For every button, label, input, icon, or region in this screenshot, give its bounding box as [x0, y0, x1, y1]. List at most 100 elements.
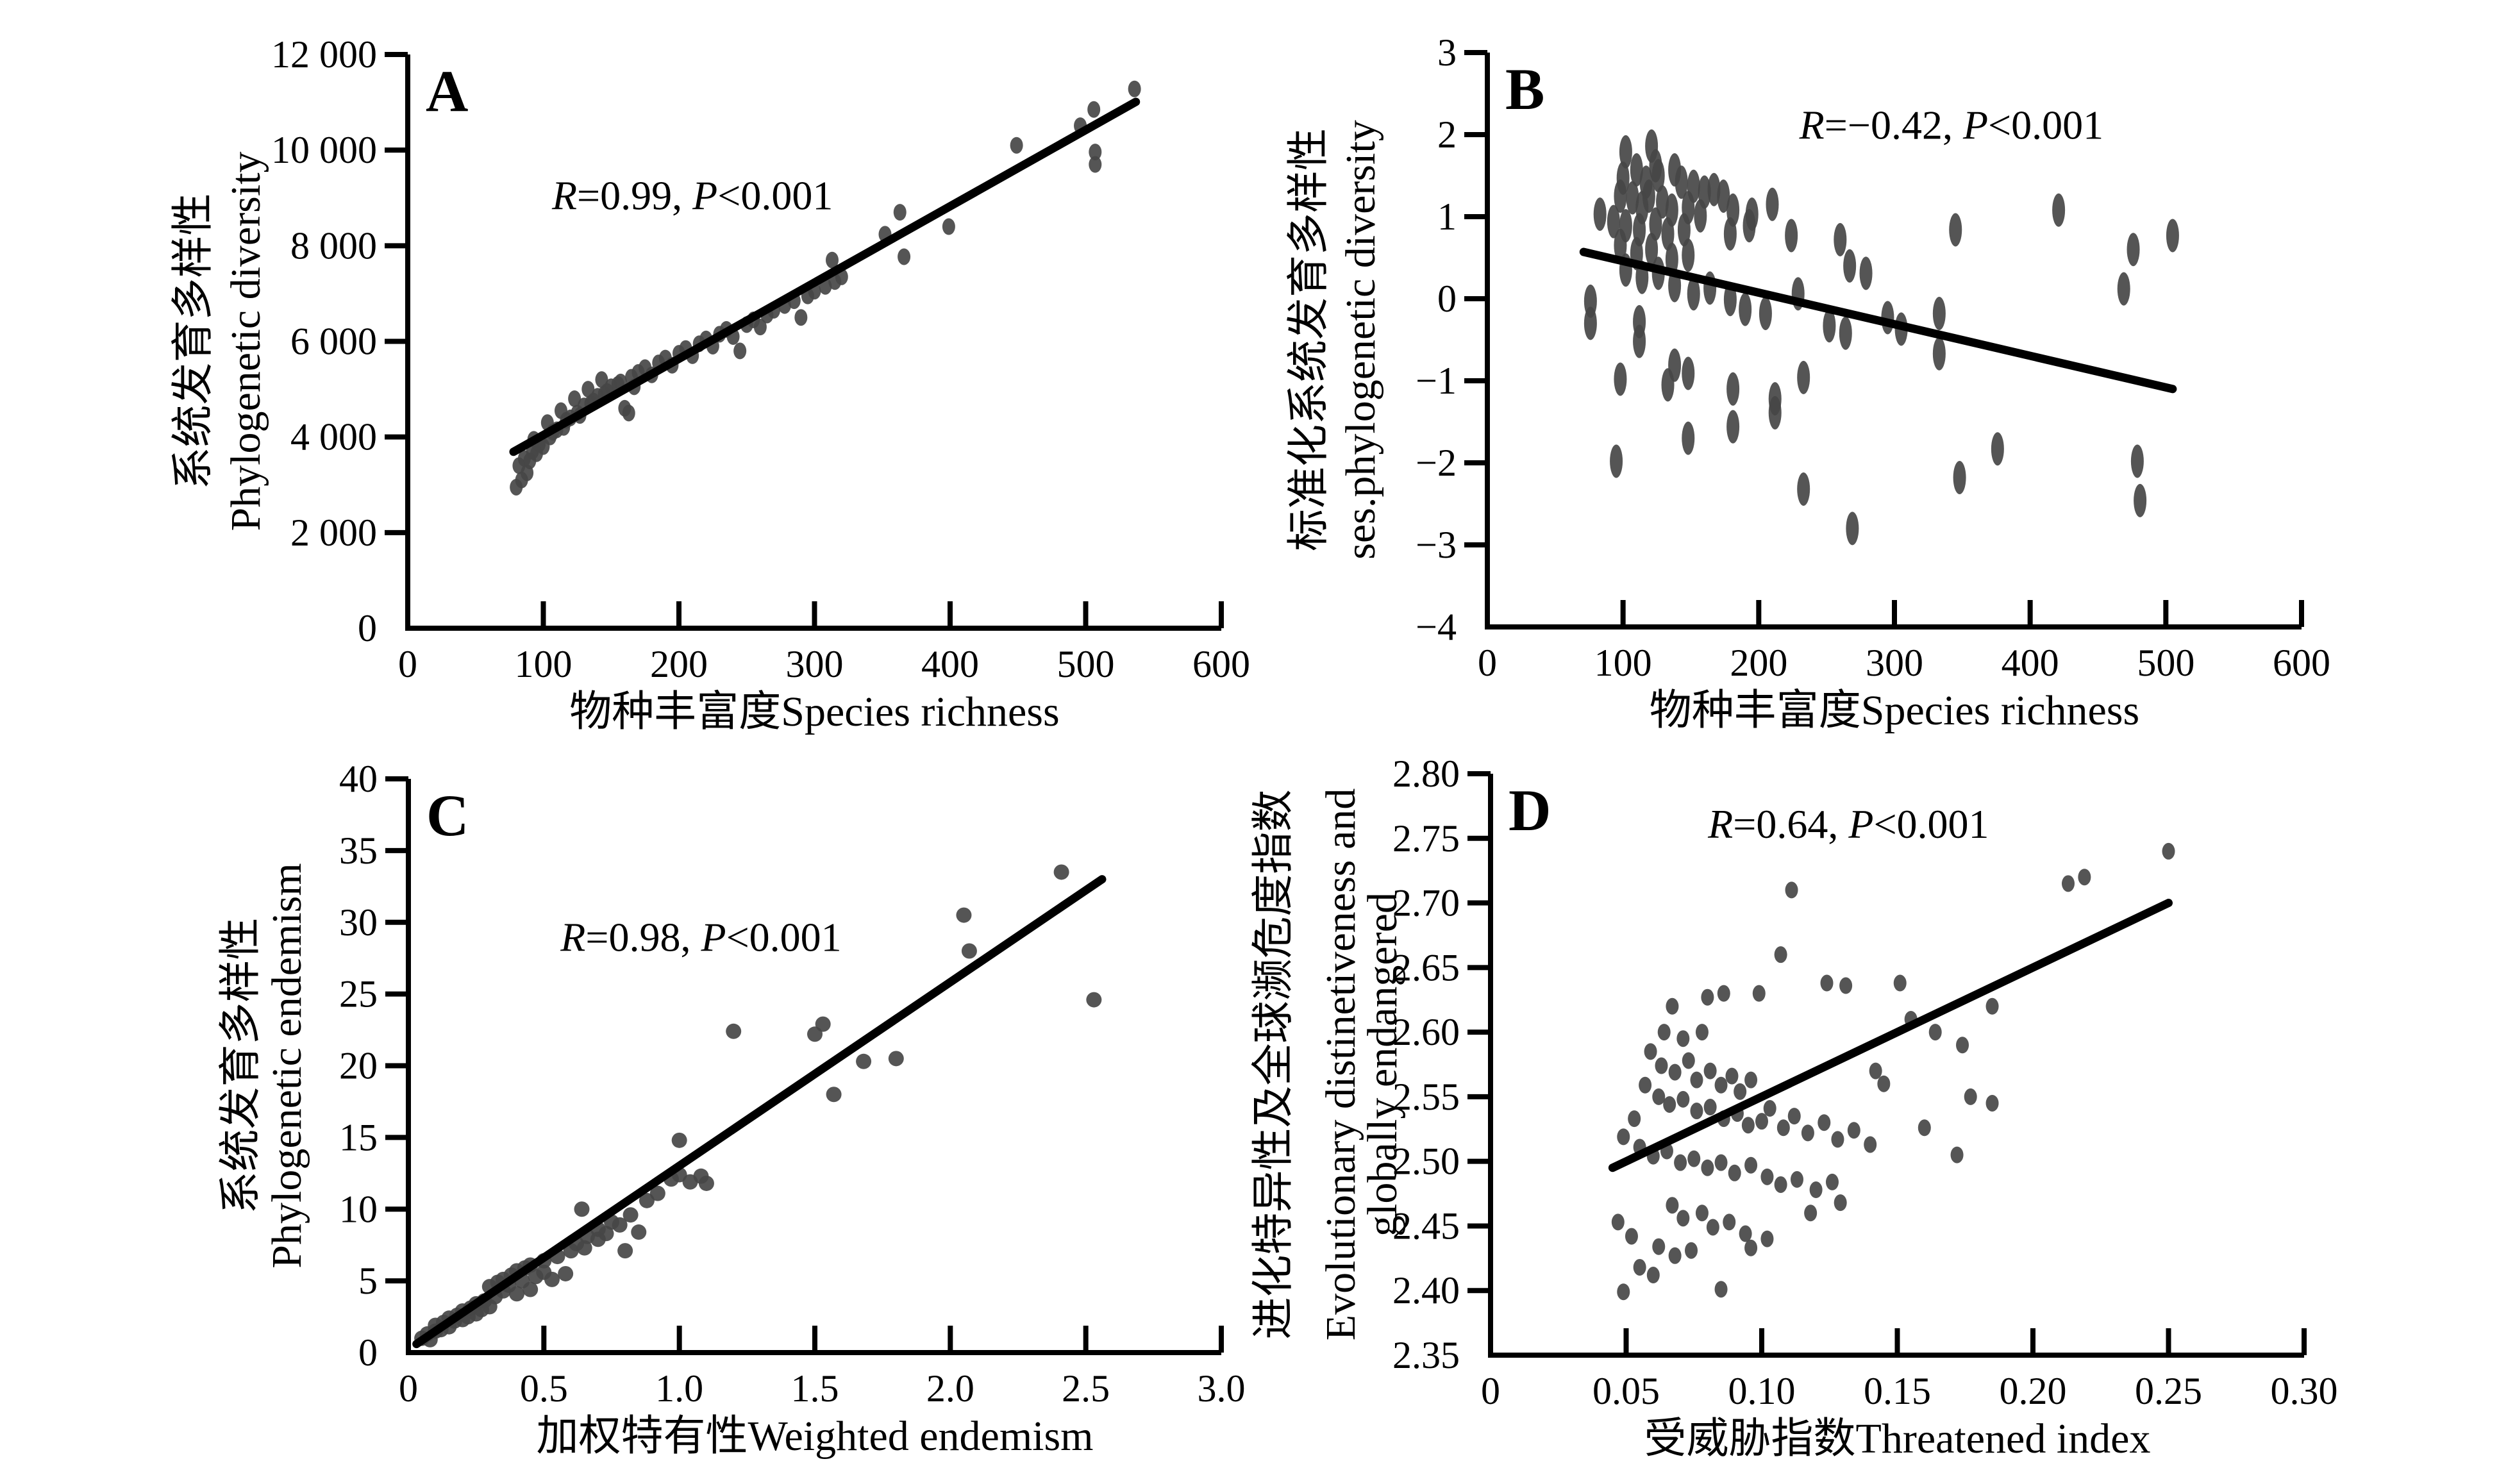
- data-point: [1893, 974, 1907, 992]
- data-point: [1655, 1057, 1668, 1074]
- x-tick-label: 100: [1594, 642, 1652, 684]
- data-point: [961, 943, 977, 959]
- y-axis-label: ses.phylogenetic diversity: [1337, 120, 1384, 560]
- panel-A: 0 2 000 4 000 6 000 8 000 10 000 12 000 0 100 200…: [170, 33, 1250, 735]
- x-tick-label: 400: [2002, 642, 2059, 684]
- data-point: [753, 319, 767, 336]
- trend-line: [509, 97, 1141, 456]
- data-point: [1617, 1283, 1630, 1301]
- data-point: [1804, 1205, 1818, 1222]
- data-point: [888, 1051, 904, 1067]
- correlation-annotation: R=0.99, P<0.001: [551, 173, 833, 219]
- data-point: [1706, 1219, 1719, 1236]
- data-point: [1685, 1242, 1698, 1259]
- x-tick-label: 0.10: [1728, 1370, 1796, 1412]
- data-point: [1628, 1110, 1641, 1128]
- data-point: [1666, 997, 1679, 1015]
- data-point: [1645, 233, 1659, 267]
- data-point: [1652, 1238, 1666, 1255]
- panel-letter: C: [426, 783, 469, 848]
- y-tick-label: 35: [339, 830, 378, 872]
- data-point: [1087, 101, 1101, 118]
- data-point: [1633, 324, 1646, 358]
- data-point: [1953, 461, 1966, 495]
- data-point: [1614, 228, 1627, 262]
- data-point: [623, 1207, 639, 1223]
- data-point: [2117, 272, 2130, 306]
- correlation-annotation: R=0.98, P<0.001: [560, 915, 841, 960]
- y-tick-label: 30: [339, 901, 378, 944]
- y-tick-label: 6 000: [290, 321, 377, 363]
- data-point: [1714, 1154, 1728, 1171]
- data-point: [1687, 1150, 1701, 1167]
- data-point: [1723, 1213, 1736, 1231]
- data-point: [544, 1271, 560, 1287]
- data-point: [1611, 1213, 1625, 1231]
- correlation-annotation: R=0.64, P<0.001: [1707, 801, 1989, 847]
- data-point: [617, 1243, 633, 1259]
- data-point: [1846, 512, 1859, 546]
- y-axis-label: 系统发育多样性: [170, 194, 217, 490]
- data-point: [1760, 1168, 1774, 1185]
- data-point: [1614, 362, 1627, 396]
- data-point: [1834, 1194, 1847, 1212]
- data-point: [1743, 209, 1756, 243]
- y-tick-label: 2.80: [1392, 753, 1460, 795]
- data-point: [1676, 1030, 1690, 1047]
- data-point: [1652, 1088, 1666, 1105]
- data-point: [1843, 249, 1857, 283]
- x-tick-label: 1.5: [791, 1367, 839, 1410]
- data-point: [509, 1286, 525, 1302]
- data-point: [1675, 165, 1688, 199]
- data-point: [1785, 881, 1798, 899]
- y-axis-label: Evolutionary distinetiveness and: [1317, 788, 1364, 1341]
- data-point: [1831, 1131, 1844, 1148]
- data-point: [1694, 199, 1707, 233]
- x-tick-label: 600: [1192, 643, 1250, 685]
- y-tick-label: 5: [358, 1260, 378, 1302]
- data-point: [1847, 1122, 1860, 1139]
- x-axis-label: 加权特有性Weighted endemism: [536, 1413, 1093, 1460]
- data-point: [1985, 1094, 1999, 1112]
- y-tick-label: 3: [1437, 31, 1457, 74]
- y-tick-label: 1: [1437, 196, 1457, 238]
- data-point: [1956, 1037, 1969, 1054]
- data-point: [1128, 80, 1141, 97]
- data-point: [1949, 213, 1962, 247]
- data-point: [1950, 1146, 1964, 1163]
- panel-letter: D: [1509, 778, 1551, 843]
- y-tick-label: 40: [339, 758, 378, 800]
- data-point: [1701, 988, 1714, 1006]
- data-point: [1734, 1083, 1747, 1100]
- y-tick-label: 0: [358, 607, 377, 649]
- data-point: [698, 1175, 714, 1191]
- data-point: [2130, 444, 2144, 478]
- y-axis-label: 标准化系统发育多样性: [1285, 128, 1332, 551]
- y-tick-label: 4 000: [290, 416, 377, 458]
- data-point: [1714, 1076, 1728, 1094]
- data-point: [1668, 1247, 1682, 1264]
- x-tick-label: 500: [1057, 643, 1115, 685]
- data-point: [1053, 864, 1069, 880]
- data-point: [898, 248, 911, 265]
- data-point: [1682, 421, 1695, 455]
- data-point: [794, 309, 808, 326]
- y-tick-label: 0: [358, 1331, 378, 1374]
- data-point: [631, 1224, 647, 1240]
- data-point: [1607, 204, 1620, 238]
- y-tick-label: 2.35: [1392, 1334, 1460, 1376]
- y-tick-label: 10: [339, 1188, 378, 1230]
- data-point: [574, 1201, 590, 1217]
- data-point: [1644, 1043, 1657, 1060]
- data-point: [1584, 306, 1597, 340]
- data-point: [649, 1185, 665, 1201]
- data-point: [2061, 875, 2075, 892]
- panel-C: 0 5 10 15 20 25 30 35 40 0 0.5 1.0 1.5 2.0 2.5 3.0 C R=0.…: [217, 758, 1246, 1460]
- x-tick-label: 0: [399, 1367, 418, 1410]
- data-point: [1657, 1024, 1671, 1041]
- data-point: [1760, 1230, 1774, 1247]
- x-axis-label: 物种丰富度Species richness: [1650, 687, 2139, 734]
- data-point: [1668, 1063, 1682, 1081]
- data-point: [1877, 1075, 1891, 1092]
